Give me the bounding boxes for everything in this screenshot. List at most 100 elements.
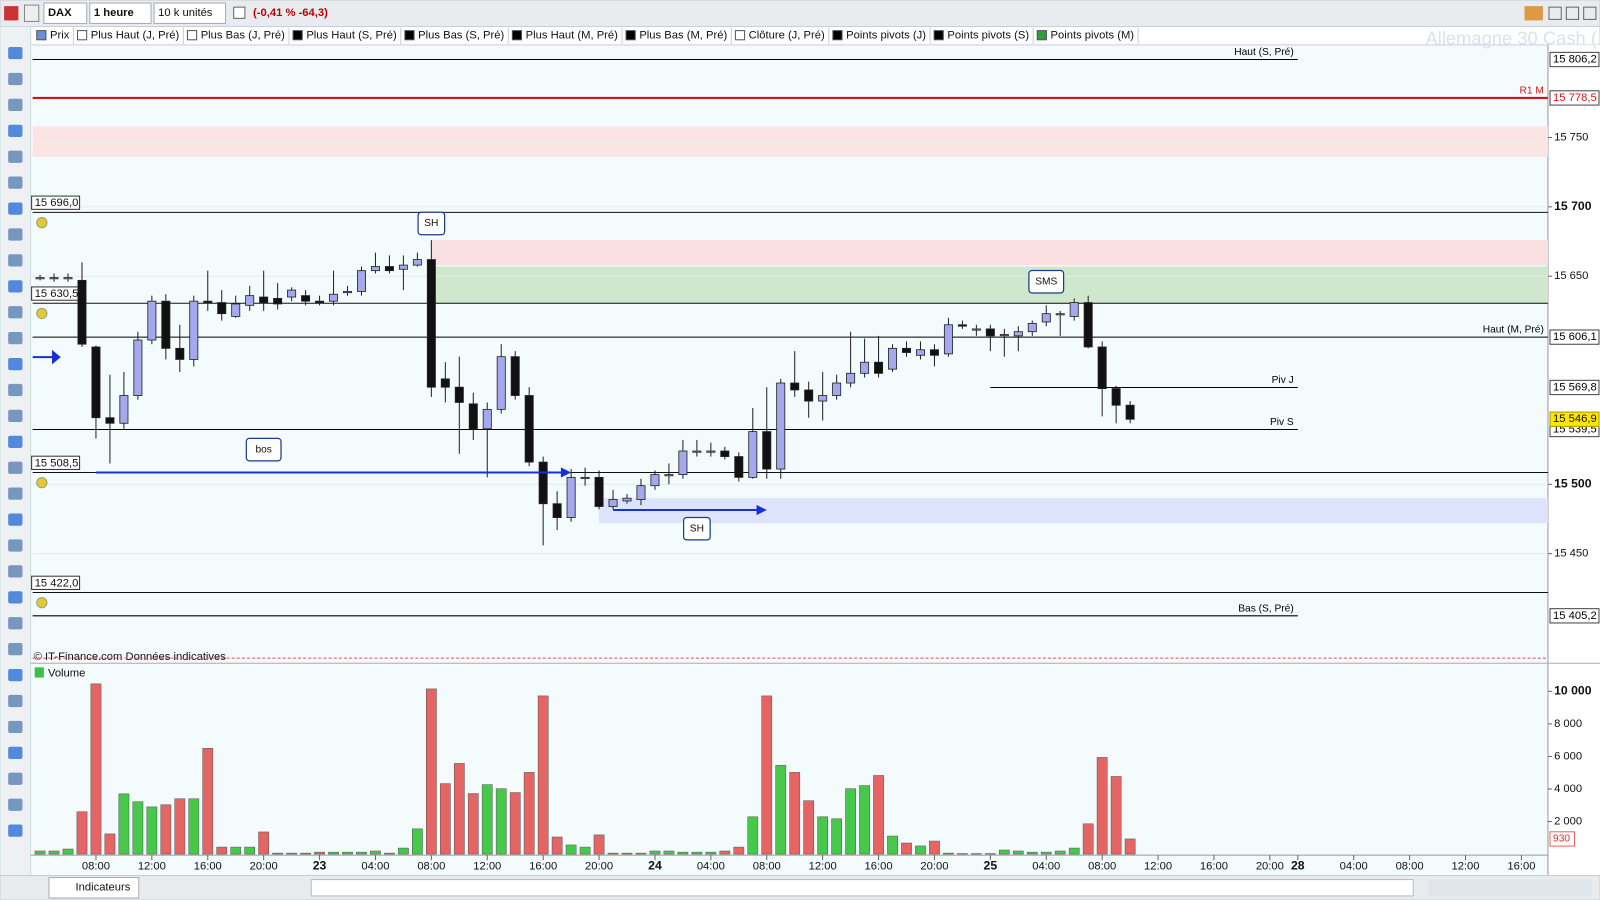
tool-icon[interactable] [8,617,23,630]
x-tick-label: 20:00 [920,860,948,872]
volume-bar [551,836,563,855]
x-tick-label: 16:00 [529,860,557,872]
alert-bell[interactable] [36,216,48,229]
volume-bar [272,852,283,855]
candle-body [1041,313,1051,323]
x-tick-label: 24 [648,859,662,873]
tools-icon[interactable] [1524,6,1543,21]
volume-bar [579,846,591,855]
size-dropdown[interactable] [153,2,227,24]
close[interactable] [1583,6,1597,20]
alert-bell[interactable] [36,597,48,609]
volume-bar [775,765,787,855]
legend-item[interactable]: Points pivots (M) [1051,30,1135,42]
legend-item[interactable]: Plus Haut (M, Pré) [526,30,619,42]
tool-icon[interactable] [8,46,23,60]
info-icon[interactable] [233,6,246,19]
tool-icon[interactable] [8,280,23,293]
tool-icon[interactable] [8,150,23,163]
arrow-head [560,467,572,478]
candle-body [133,339,143,396]
tool-icon[interactable] [8,254,23,267]
tool-icon[interactable] [8,720,23,734]
volume-y-tick-label: 4 000 [1554,783,1582,795]
volume-bar [481,784,493,855]
restore[interactable] [1565,6,1580,20]
y-tick-label: 15 700 [1554,199,1592,213]
symbol-dropdown[interactable] [43,2,88,24]
tool-icon[interactable] [8,332,23,345]
volume-bar [943,852,954,855]
tool-icon[interactable] [8,694,23,708]
side-arrow [32,349,61,365]
zoom-controls[interactable] [1428,879,1592,896]
legend-item[interactable]: Prix [50,30,70,42]
candle-body [496,356,506,410]
candle-body [650,474,660,487]
level-value-box [1549,90,1600,106]
legend-item[interactable]: Plus Haut (J, Pré) [91,30,180,42]
alert-label-box [31,195,81,210]
period-dropdown[interactable] [89,2,152,24]
tool-icon[interactable] [8,798,23,811]
legend-item[interactable]: Plus Bas (J, Pré) [201,30,285,42]
tool-icon[interactable] [8,176,23,189]
legend-item[interactable]: Points pivots (S) [947,30,1029,42]
price-axis-area [1547,44,1600,876]
legend-item[interactable]: Plus Haut (S, Pré) [306,30,397,42]
alert-label-box [31,455,81,470]
candle-body [971,328,981,331]
x-tick-label: 20:00 [1256,860,1284,872]
volume-bar [244,846,256,855]
tool-icon[interactable] [8,668,23,682]
tool-icon[interactable] [8,487,23,500]
volume-bar [286,852,297,855]
tool-icon[interactable] [8,202,23,215]
tool-icon[interactable] [8,539,23,552]
tool-icon[interactable] [8,643,23,656]
tool-icon[interactable] [8,306,23,319]
legend-item[interactable]: Plus Bas (M, Pré) [639,30,727,42]
annotation-box [1028,269,1065,294]
alert-bell[interactable] [36,477,48,489]
x-tick-label: 12:00 [809,860,837,872]
tool-icon[interactable] [8,824,23,837]
tool-icon[interactable] [8,746,23,759]
left-toolbar [0,26,32,877]
legend-item[interactable]: Points pivots (J) [846,30,926,42]
candle-body [748,431,758,478]
volume-bar [132,801,144,855]
tool-icon[interactable] [8,435,23,448]
legend-item[interactable]: Plus Bas (S, Pré) [418,30,504,42]
tool-icon[interactable] [8,772,23,785]
tool-icon[interactable] [8,565,23,578]
level-value-box [1549,329,1600,345]
legend-swatch [76,30,88,41]
volume-bar [412,828,423,855]
tool-icon[interactable] [8,357,23,371]
annotation: SH [424,218,438,229]
tool-icon[interactable] [8,383,23,397]
indicators-button[interactable] [48,877,140,899]
level-value: 15 606,1 [1553,331,1597,343]
scrollbar[interactable] [310,879,1414,897]
candle-body [734,456,744,478]
minimize[interactable] [1548,6,1562,20]
alert-bell[interactable] [36,307,48,320]
candle-body [77,279,87,345]
tool-icon[interactable] [8,409,23,423]
tool-icon[interactable] [8,513,23,526]
candle-body [91,346,101,419]
settings-icon[interactable] [23,4,40,22]
tool-icon[interactable] [8,72,23,86]
tool-icon[interactable] [8,228,23,241]
tool-icon[interactable] [8,461,23,474]
tool-icon[interactable] [8,124,23,137]
legend-item[interactable]: Clôture (J, Pré) [749,30,825,42]
tool-icons [8,46,23,837]
alert-label: 15 422,0 [35,577,79,589]
candle-body [1125,404,1135,420]
tool-icon[interactable] [8,98,23,112]
tool-icon[interactable] [8,591,23,604]
